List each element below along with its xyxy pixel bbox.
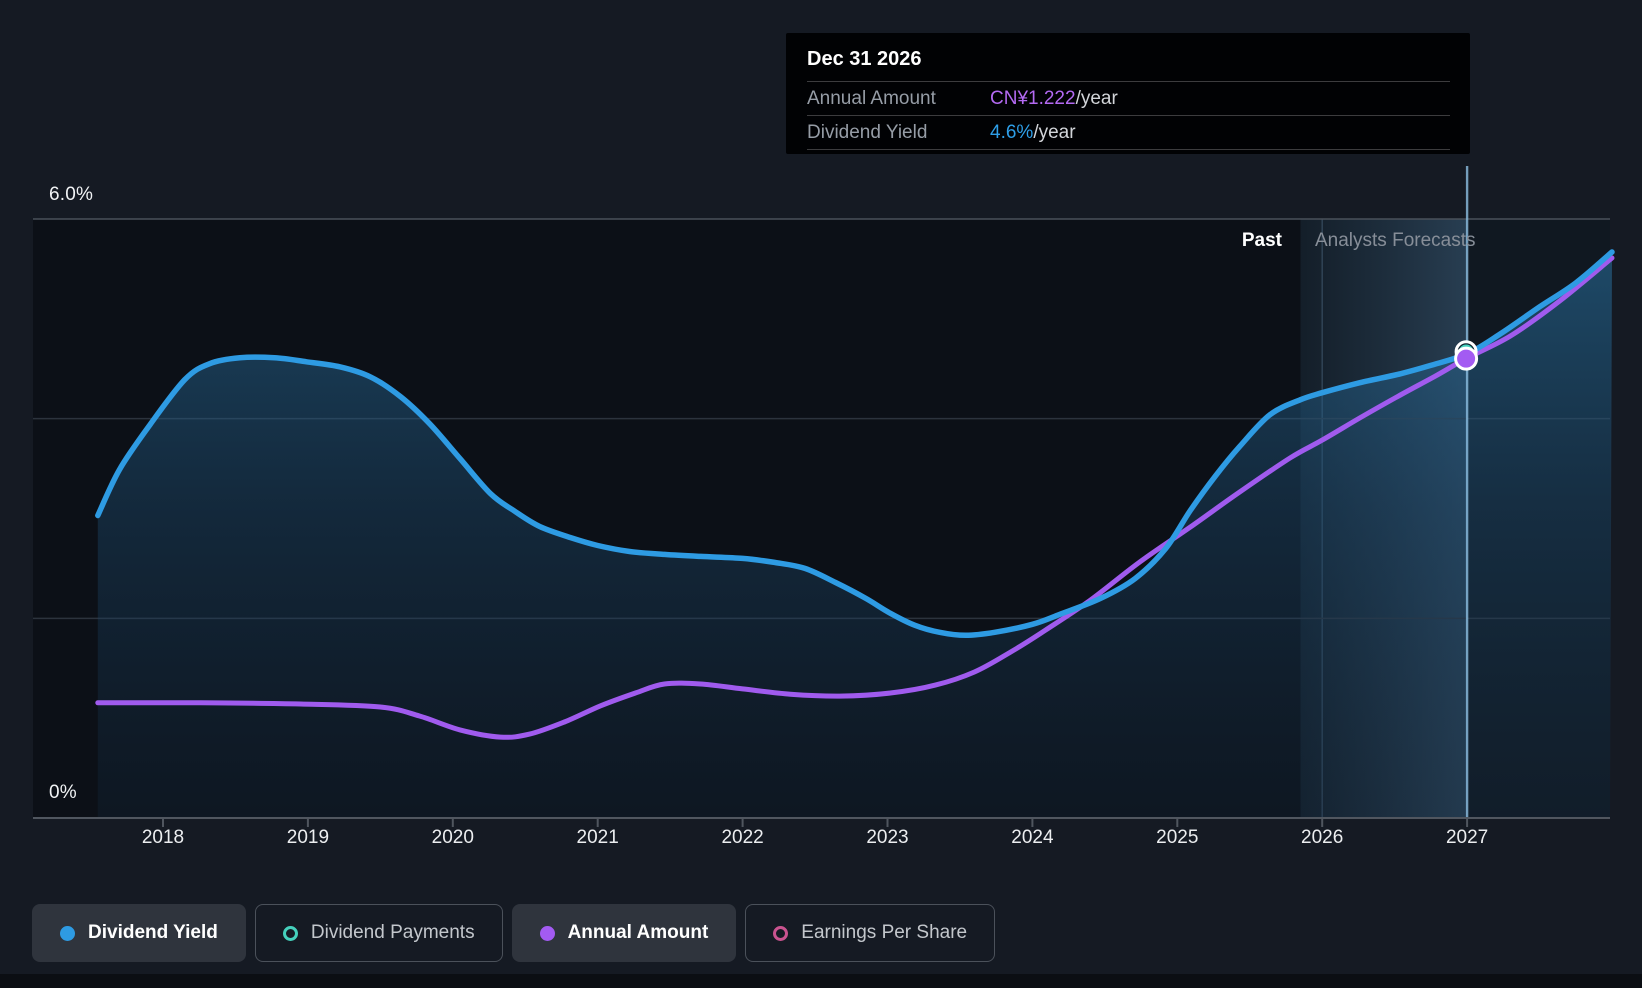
x-axis-label: 2019: [286, 827, 330, 848]
legend-item-label: Dividend Payments: [310, 922, 475, 943]
yield-area-fill: [97, 252, 1612, 818]
legend-item-dividend-yield[interactable]: Dividend Yield: [32, 904, 246, 962]
tooltip-row-dividend-yield: Dividend Yield 4.6%/year: [807, 115, 1450, 150]
x-axis-label: 2025: [1156, 827, 1199, 848]
annual-amount-line[interactable]: [95, 255, 1615, 740]
hover-point-markers[interactable]: [1454, 340, 1479, 371]
tooltip-value-suffix: /year: [1075, 87, 1118, 109]
x-axis-label: 2022: [721, 827, 764, 848]
legend-item-label: Dividend Yield: [88, 922, 218, 943]
tooltip-value: 4.6%: [990, 121, 1034, 143]
tooltip-label: Annual Amount: [807, 87, 936, 109]
tooltip-label: Dividend Yield: [807, 121, 928, 143]
tooltip-row-annual-amount: Annual Amount CN¥1.222/year: [807, 81, 1450, 115]
legend-item-label: Earnings Per Share: [801, 922, 968, 943]
annual-amount-point-marker: [1454, 346, 1479, 371]
legend-item-dividend-payments[interactable]: Dividend Payments: [254, 904, 503, 962]
chart-tooltip: Dec 31 2026 Annual Amount CN¥1.222/year …: [786, 33, 1470, 154]
forecast-region-label: Analysts Forecasts: [1315, 230, 1476, 251]
x-axis-label: 2024: [1011, 827, 1054, 848]
x-axis-label: 2021: [576, 827, 619, 848]
dividend-yield-line[interactable]: [95, 249, 1615, 639]
filled-dot-icon: [539, 925, 555, 941]
chart-legend: Dividend Yield Dividend Payments Annual Am…: [32, 904, 996, 962]
legend-item-label: Annual Amount: [567, 922, 709, 943]
legend-item-annual-amount[interactable]: Annual Amount: [511, 904, 737, 962]
x-axis-label: 2020: [431, 827, 474, 848]
tooltip-value-suffix: /year: [1033, 121, 1076, 143]
x-axis-ticks: [162, 819, 1469, 827]
y-axis-label-top: 6.0%: [49, 184, 94, 205]
past-region-label: Past: [1241, 230, 1282, 251]
filled-dot-icon: [60, 925, 75, 941]
tooltip-date: Dec 31 2026: [807, 48, 922, 70]
bottom-divider-strip: [0, 974, 1642, 988]
x-axis-label: 2027: [1445, 827, 1489, 848]
x-axis-label: 2023: [866, 827, 909, 848]
x-axis-label: 2018: [141, 827, 185, 848]
legend-item-earnings-per-share[interactable]: Earnings Per Share: [745, 904, 996, 962]
hover-crosshair-line: [1465, 166, 1469, 818]
x-axis-label: 2026: [1301, 827, 1344, 848]
ring-dot-icon: [282, 925, 298, 941]
tooltip-value: CN¥1.222: [990, 87, 1076, 109]
y-axis-label-bottom: 0%: [49, 782, 77, 803]
ring-dot-icon: [773, 925, 789, 941]
